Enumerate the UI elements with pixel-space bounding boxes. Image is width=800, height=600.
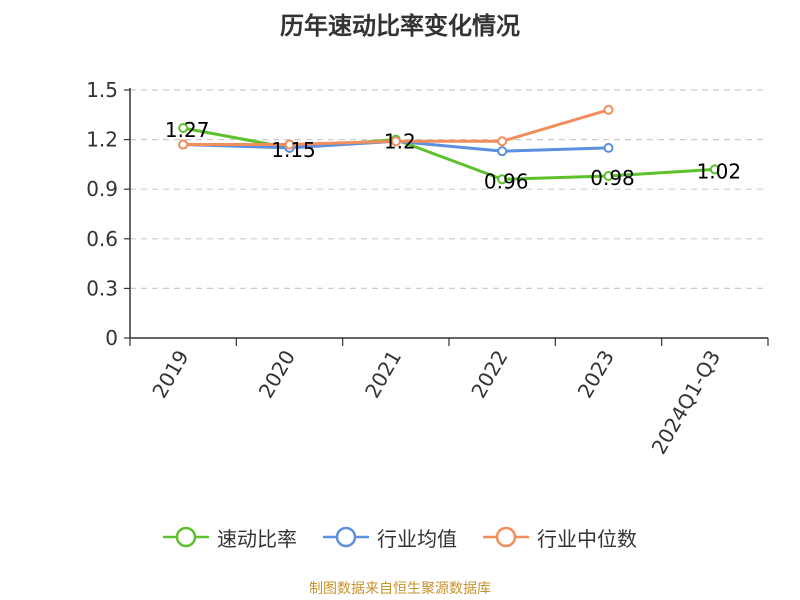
legend-swatch-icon bbox=[323, 526, 369, 548]
y-tick-label: 1.2 bbox=[86, 128, 118, 152]
data-point bbox=[497, 146, 508, 157]
legend-swatch-icon bbox=[483, 526, 529, 548]
data-point bbox=[603, 170, 614, 181]
data-labels: 1.27 1.15 1.2 0.96 0.98 1.02 bbox=[165, 118, 741, 193]
data-point bbox=[390, 136, 401, 147]
y-tick-label: 0.3 bbox=[86, 276, 118, 300]
data-point bbox=[178, 123, 189, 134]
data-label: 1.15 bbox=[271, 138, 316, 162]
y-tick-label: 0.9 bbox=[86, 177, 118, 201]
data-point bbox=[497, 136, 508, 147]
legend-item[interactable]: 行业均值 bbox=[323, 523, 457, 552]
data-label: 1.2 bbox=[384, 130, 416, 154]
x-tick-label: 2023 bbox=[573, 346, 619, 402]
legend-label: 行业均值 bbox=[377, 526, 457, 551]
data-label: 0.96 bbox=[484, 169, 529, 193]
data-label: 1.27 bbox=[165, 118, 210, 142]
legend-label: 速动比率 bbox=[217, 526, 297, 551]
x-tick-label: 2019 bbox=[147, 346, 193, 402]
chart-title: 历年速动比率变化情况 bbox=[280, 12, 520, 40]
data-point bbox=[603, 142, 614, 153]
data-label: 1.02 bbox=[697, 159, 742, 183]
data-point bbox=[497, 174, 508, 185]
legend-label: 行业中位数 bbox=[537, 526, 637, 551]
legend-item[interactable]: 行业中位数 bbox=[483, 523, 637, 552]
source-footer: 制图数据来自恒生聚源数据库 bbox=[309, 581, 491, 597]
legend-item[interactable]: 速动比率 bbox=[163, 523, 297, 552]
grid-lines bbox=[130, 89, 768, 289]
y-tick-label: 1.5 bbox=[86, 78, 118, 102]
x-tick-label: 2024Q1-Q3 bbox=[647, 346, 726, 458]
x-tick-label: 2022 bbox=[466, 346, 512, 402]
y-tick-label: 0.6 bbox=[86, 227, 118, 251]
x-tick-label: 2021 bbox=[360, 346, 406, 402]
data-label: 0.98 bbox=[590, 166, 635, 190]
x-tick-label: 2020 bbox=[254, 346, 300, 402]
legend-swatch-icon bbox=[163, 526, 209, 548]
y-tick-label: 0 bbox=[105, 326, 118, 350]
legend: 速动比率 行业均值 行业中位数 bbox=[0, 520, 800, 554]
series-line-0 bbox=[182, 126, 715, 181]
data-point bbox=[709, 164, 720, 175]
data-point bbox=[178, 139, 189, 150]
series-lines bbox=[178, 104, 720, 185]
data-point bbox=[603, 104, 614, 115]
data-point bbox=[284, 139, 295, 150]
